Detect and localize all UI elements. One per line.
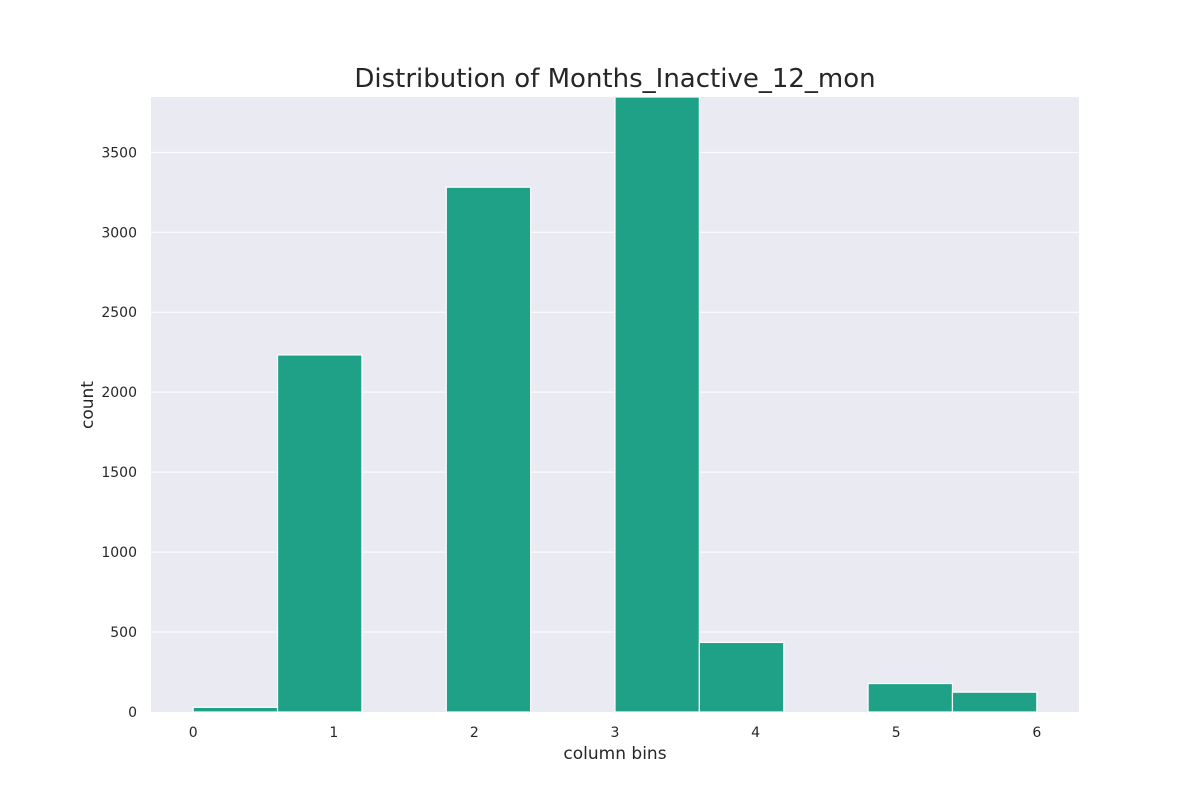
chart-title: Distribution of Months_Inactive_12_mon xyxy=(354,64,875,94)
x-tick-label: 5 xyxy=(892,725,901,741)
histogram-bar xyxy=(445,186,532,713)
histogram-bar xyxy=(867,682,954,713)
y-tick-label: 2500 xyxy=(101,305,137,321)
y-tick-label: 1500 xyxy=(101,465,137,481)
histogram-bar xyxy=(614,96,700,713)
y-tick-label: 2000 xyxy=(101,385,137,401)
x-tick-labels: 0 1 2 3 4 5 6 xyxy=(189,725,1042,741)
y-tick-label: 3000 xyxy=(101,225,137,241)
x-tick-label: 6 xyxy=(1032,725,1041,741)
y-axis-label: count xyxy=(78,381,98,429)
y-tick-labels: 0 500 1000 1500 2000 2500 3000 3500 xyxy=(101,145,137,721)
histogram-bar xyxy=(276,354,363,713)
x-tick-label: 3 xyxy=(611,725,620,741)
x-tick-label: 1 xyxy=(329,725,338,741)
histogram-bar xyxy=(951,691,1038,713)
bars xyxy=(192,96,1038,713)
y-tick-label: 500 xyxy=(110,625,137,641)
histogram-bar xyxy=(698,641,785,713)
x-tick-label: 4 xyxy=(751,725,760,741)
x-tick-label: 2 xyxy=(470,725,479,741)
y-tick-label: 0 xyxy=(128,705,137,721)
histogram-bar xyxy=(192,706,279,713)
y-tick-label: 3500 xyxy=(101,145,137,161)
x-tick-label: 0 xyxy=(189,725,198,741)
x-axis-label: column bins xyxy=(563,744,666,764)
y-tick-label: 1000 xyxy=(101,545,137,561)
